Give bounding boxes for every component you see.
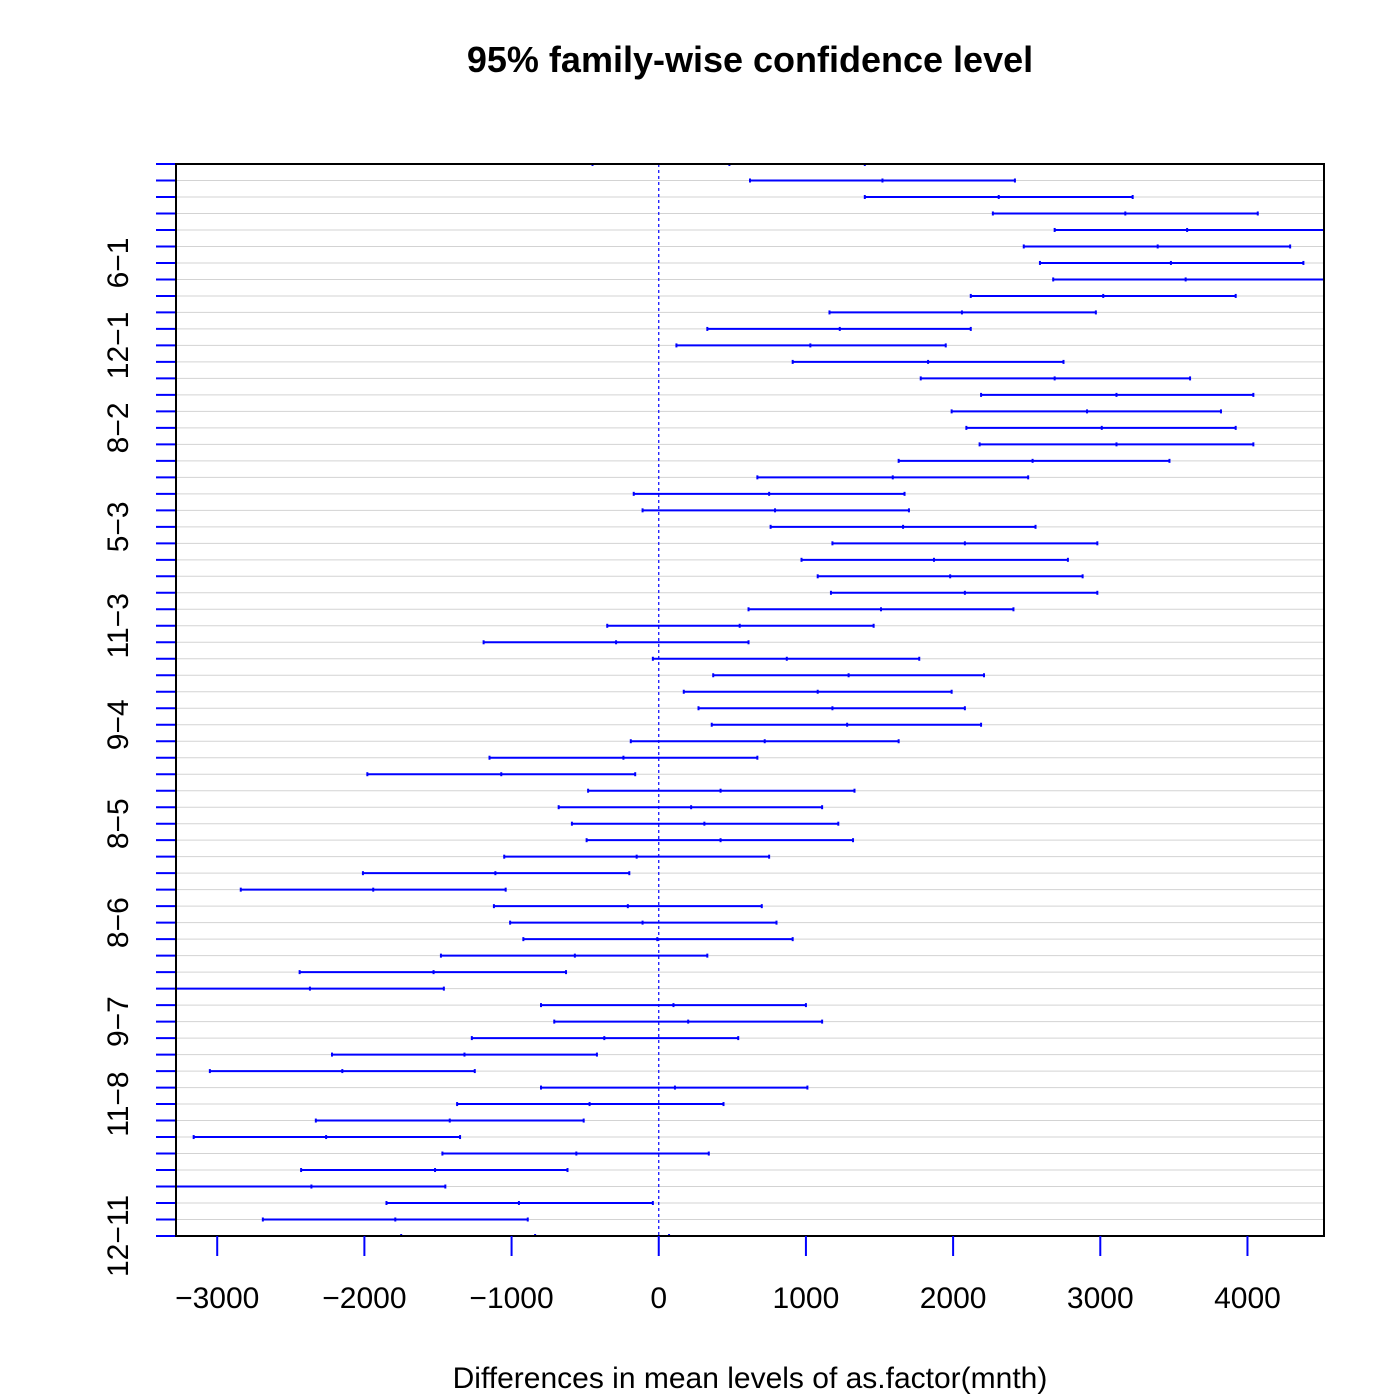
x-tick-label: 1000 bbox=[773, 1282, 840, 1315]
x-tick-label: −1000 bbox=[469, 1282, 553, 1315]
y-tick-label: 6−1 bbox=[102, 238, 135, 289]
y-tick-label: 12−1 bbox=[102, 312, 135, 380]
x-axis: −3000 −2000 −1000 0 1000 2000 3000 4000 bbox=[175, 1236, 1281, 1315]
chart-title: 95% family-wise confidence level bbox=[467, 39, 1033, 80]
y-tick-label: 11−3 bbox=[102, 593, 135, 658]
y-tick-label: 9−4 bbox=[102, 699, 135, 750]
y-tick-label: 8−5 bbox=[102, 798, 135, 849]
y-tick-label: 5−3 bbox=[102, 501, 135, 552]
x-axis-title: Differences in mean levels of as.factor(… bbox=[453, 1362, 1048, 1395]
x-tick-label: 4000 bbox=[1214, 1282, 1281, 1315]
y-axis-labels: 6−1 12−1 8−2 5−3 11−3 9−4 8−5 8−6 9−7 11−8 12−11 bbox=[102, 238, 135, 1278]
x-tick-label: −3000 bbox=[175, 1282, 259, 1315]
y-tick-label: 11−8 bbox=[102, 1071, 135, 1136]
confidence-intervals bbox=[176, 164, 1324, 1236]
y-tick-label: 8−2 bbox=[102, 402, 135, 453]
x-tick-label: −2000 bbox=[322, 1282, 406, 1315]
plot-frame bbox=[175, 163, 1325, 1237]
y-axis-ticks bbox=[156, 163, 176, 1237]
y-tick-label: 9−7 bbox=[102, 996, 135, 1047]
y-tick-label: 12−11 bbox=[102, 1195, 135, 1277]
x-tick-label: 0 bbox=[650, 1282, 667, 1315]
y-tick-label: 8−6 bbox=[102, 897, 135, 948]
x-tick-label: 3000 bbox=[1067, 1282, 1134, 1315]
x-tick-label: 2000 bbox=[920, 1282, 987, 1315]
grid-lines bbox=[176, 163, 1324, 1237]
